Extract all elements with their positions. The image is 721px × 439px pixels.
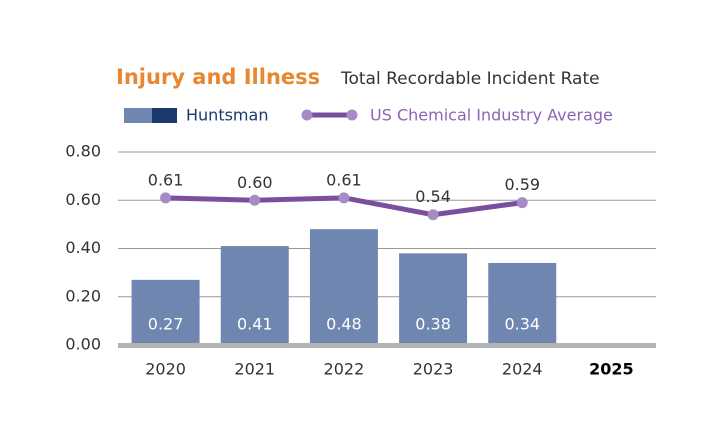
- y-tick-label: 0.20: [65, 286, 101, 305]
- bar: [399, 253, 468, 345]
- line-marker: [338, 192, 350, 204]
- x-tick-label: 2020: [145, 360, 186, 379]
- line-value-label: 0.54: [415, 187, 451, 206]
- x-tick-label: 2023: [413, 360, 454, 379]
- legend-swatch: [346, 109, 358, 121]
- line-marker: [160, 192, 172, 204]
- chart-subtitle: Total Recordable Incident Rate: [340, 69, 600, 89]
- bar: [131, 279, 200, 345]
- bar-value-label: 0.41: [237, 315, 273, 334]
- x-tick-label: 2022: [324, 360, 365, 379]
- legend-swatch: [124, 108, 152, 123]
- chart-title: Injury and Illness: [116, 65, 320, 89]
- bar: [488, 262, 557, 345]
- y-tick-label: 0.00: [65, 335, 101, 354]
- legend-swatch: [301, 109, 313, 121]
- legend-label: Huntsman: [186, 106, 268, 125]
- line-value-label: 0.61: [148, 170, 184, 189]
- y-tick-label: 0.60: [65, 190, 101, 209]
- x-tick-label: 2025: [589, 360, 634, 379]
- y-tick-label: 0.80: [65, 142, 101, 161]
- line-marker: [249, 194, 261, 206]
- x-tick-label: 2024: [502, 360, 543, 379]
- bar-value-label: 0.38: [415, 315, 451, 334]
- legend-label: US Chemical Industry Average: [370, 106, 613, 125]
- bar: [220, 246, 289, 345]
- bar: [309, 229, 378, 345]
- bar-value-label: 0.48: [326, 315, 362, 334]
- line-value-label: 0.61: [326, 170, 362, 189]
- legend-swatch: [152, 108, 177, 123]
- line-value-label: 0.60: [237, 173, 273, 192]
- bar-value-label: 0.27: [148, 315, 184, 334]
- line-marker: [516, 197, 528, 209]
- x-tick-label: 2021: [234, 360, 275, 379]
- y-tick-label: 0.40: [65, 238, 101, 257]
- line-marker: [427, 209, 439, 221]
- line-value-label: 0.59: [504, 175, 540, 194]
- baseline: [118, 343, 656, 348]
- bar-value-label: 0.34: [504, 315, 540, 334]
